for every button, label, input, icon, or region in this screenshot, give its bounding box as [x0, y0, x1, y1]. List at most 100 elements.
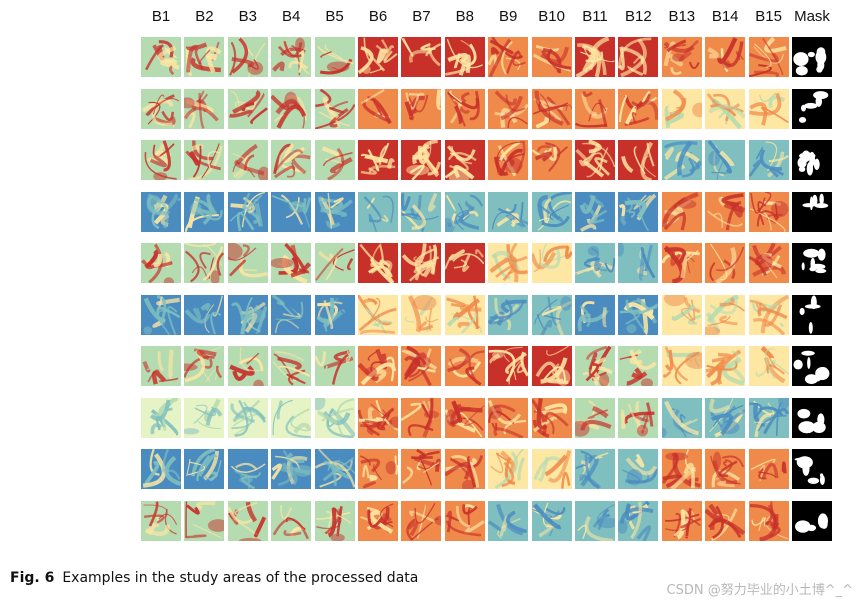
band-tile [227, 88, 268, 129]
band-tile [141, 449, 181, 489]
band-tile [314, 346, 355, 386]
band-tile [618, 191, 659, 232]
column-header-b4: B4 [282, 8, 301, 25]
band-tile [661, 191, 702, 232]
band-tile [401, 37, 442, 77]
band-tile [661, 346, 702, 386]
figure-label: Fig. 6 [10, 570, 55, 586]
band-tile [227, 449, 268, 489]
band-tile [488, 294, 529, 335]
band-tile [661, 397, 702, 438]
band-tile [314, 294, 355, 335]
column-header-b6: B6 [368, 8, 388, 25]
band-tile [358, 140, 398, 180]
band-tile [314, 37, 355, 77]
column-header-mask: Mask [794, 8, 830, 25]
band-tile [227, 140, 268, 180]
mask-tile [792, 500, 832, 541]
band-tile [271, 243, 312, 283]
band-tile [227, 397, 268, 438]
band-tile [488, 346, 529, 386]
band-tile [444, 191, 485, 232]
figure-caption-text: Examples in the study areas of the proce… [62, 570, 419, 586]
band-tile [748, 500, 789, 541]
mask-tile [792, 346, 832, 386]
band-tile [488, 140, 529, 180]
band-tile [141, 140, 181, 180]
column-header-b9: B9 [499, 8, 518, 25]
band-tile [141, 243, 181, 283]
band-tile [488, 191, 529, 232]
band-tile [141, 88, 181, 129]
band-tile [661, 88, 702, 129]
band-tile [271, 88, 312, 129]
band-tile [227, 243, 268, 283]
band-tile [141, 397, 181, 438]
column-header-b7: B7 [412, 8, 431, 25]
band-tile [271, 191, 312, 232]
band-tile [705, 294, 746, 335]
band-tile [705, 37, 746, 77]
band-tile [444, 500, 485, 541]
band-tile [618, 243, 659, 283]
band-tile [748, 191, 789, 232]
band-tile [748, 37, 789, 77]
band-tile [488, 37, 529, 77]
band-tile [314, 449, 355, 489]
band-tile [401, 191, 442, 232]
band-tile [184, 88, 225, 129]
band-tile [314, 243, 355, 283]
band-tile [488, 397, 529, 438]
band-tile [141, 346, 181, 386]
column-header-b10: B10 [538, 8, 565, 25]
column-header-b12: B12 [625, 8, 652, 25]
band-tile [575, 346, 615, 386]
band-tile [358, 37, 398, 77]
band-tile [748, 88, 789, 129]
band-tile [358, 500, 398, 541]
band-tile [444, 37, 485, 77]
band-tile [531, 88, 572, 129]
band-tile [444, 243, 485, 283]
band-tile [575, 37, 615, 77]
band-tile [575, 243, 615, 283]
band-tile [531, 346, 572, 386]
mask-tile [792, 397, 832, 438]
band-tile [227, 37, 268, 77]
band-tile [227, 346, 268, 386]
band-tile [314, 500, 355, 541]
band-tile [531, 243, 572, 283]
band-tile [184, 191, 225, 232]
band-tile [618, 346, 659, 386]
band-tile [705, 449, 746, 489]
band-tile [444, 140, 485, 180]
band-tile [444, 397, 485, 438]
mask-tile [792, 88, 832, 129]
band-tile [314, 191, 355, 232]
mask-tile [792, 140, 832, 180]
band-tile [618, 140, 659, 180]
band-tile [141, 191, 181, 232]
figure-caption: Fig. 6 Examples in the study areas of the… [10, 570, 418, 586]
band-tile [661, 500, 702, 541]
band-tile [748, 449, 789, 489]
band-tile [618, 294, 659, 335]
band-tile [705, 140, 746, 180]
band-tile [661, 294, 702, 335]
band-tile [661, 243, 702, 283]
mask-tile [792, 191, 832, 232]
band-tile [444, 88, 485, 129]
band-tile [358, 191, 398, 232]
band-tile [705, 397, 746, 438]
mask-tile [792, 449, 832, 489]
band-tile [531, 191, 572, 232]
band-tile [358, 243, 398, 283]
band-tile [575, 500, 615, 541]
band-tile [271, 397, 312, 438]
band-tile [358, 346, 398, 386]
band-tile [444, 294, 485, 335]
band-tile [314, 140, 355, 180]
band-tile [271, 449, 312, 489]
band-tile [271, 500, 312, 541]
band-tile [184, 243, 225, 283]
